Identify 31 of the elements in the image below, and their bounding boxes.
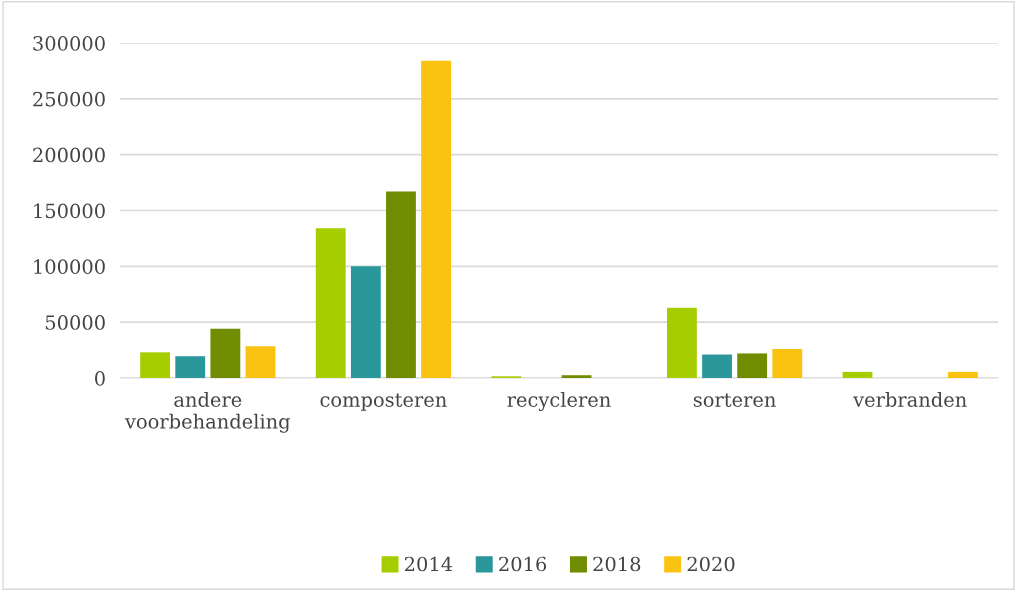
bar [421, 60, 452, 378]
bar [561, 375, 592, 378]
bar [350, 266, 381, 378]
y-tick-label: 250000 [33, 91, 105, 107]
bar [210, 328, 241, 378]
bar [140, 352, 171, 378]
bar [947, 371, 978, 378]
legend-label: 2014 [404, 556, 453, 572]
bar [315, 228, 346, 378]
y-tick-label: 100000 [34, 259, 105, 274]
x-tick-label: sorteren [693, 393, 776, 407]
x-tick-label: verbranden [853, 391, 967, 407]
y-tick-label: 150000 [34, 203, 105, 219]
bar [772, 348, 803, 378]
y-tick-label: 50000 [45, 315, 105, 330]
bar [175, 356, 206, 378]
bar [737, 353, 768, 378]
legend-label: 2020 [687, 556, 735, 572]
bar [245, 346, 276, 378]
y-tick-label: 200000 [33, 147, 105, 163]
bar [386, 191, 416, 378]
bar [842, 371, 873, 378]
y-tick-label: 300000 [33, 35, 105, 51]
legend-label: 2018 [593, 556, 641, 572]
x-tick-label: recycleren [507, 391, 611, 411]
x-tick-label: andere voorbehandeling [124, 391, 291, 433]
y-tick-label: 0 [95, 370, 105, 386]
bar [666, 307, 697, 378]
bar [702, 354, 732, 378]
legend-label: 2016 [499, 556, 547, 572]
x-tick-label: composteren [320, 393, 447, 411]
